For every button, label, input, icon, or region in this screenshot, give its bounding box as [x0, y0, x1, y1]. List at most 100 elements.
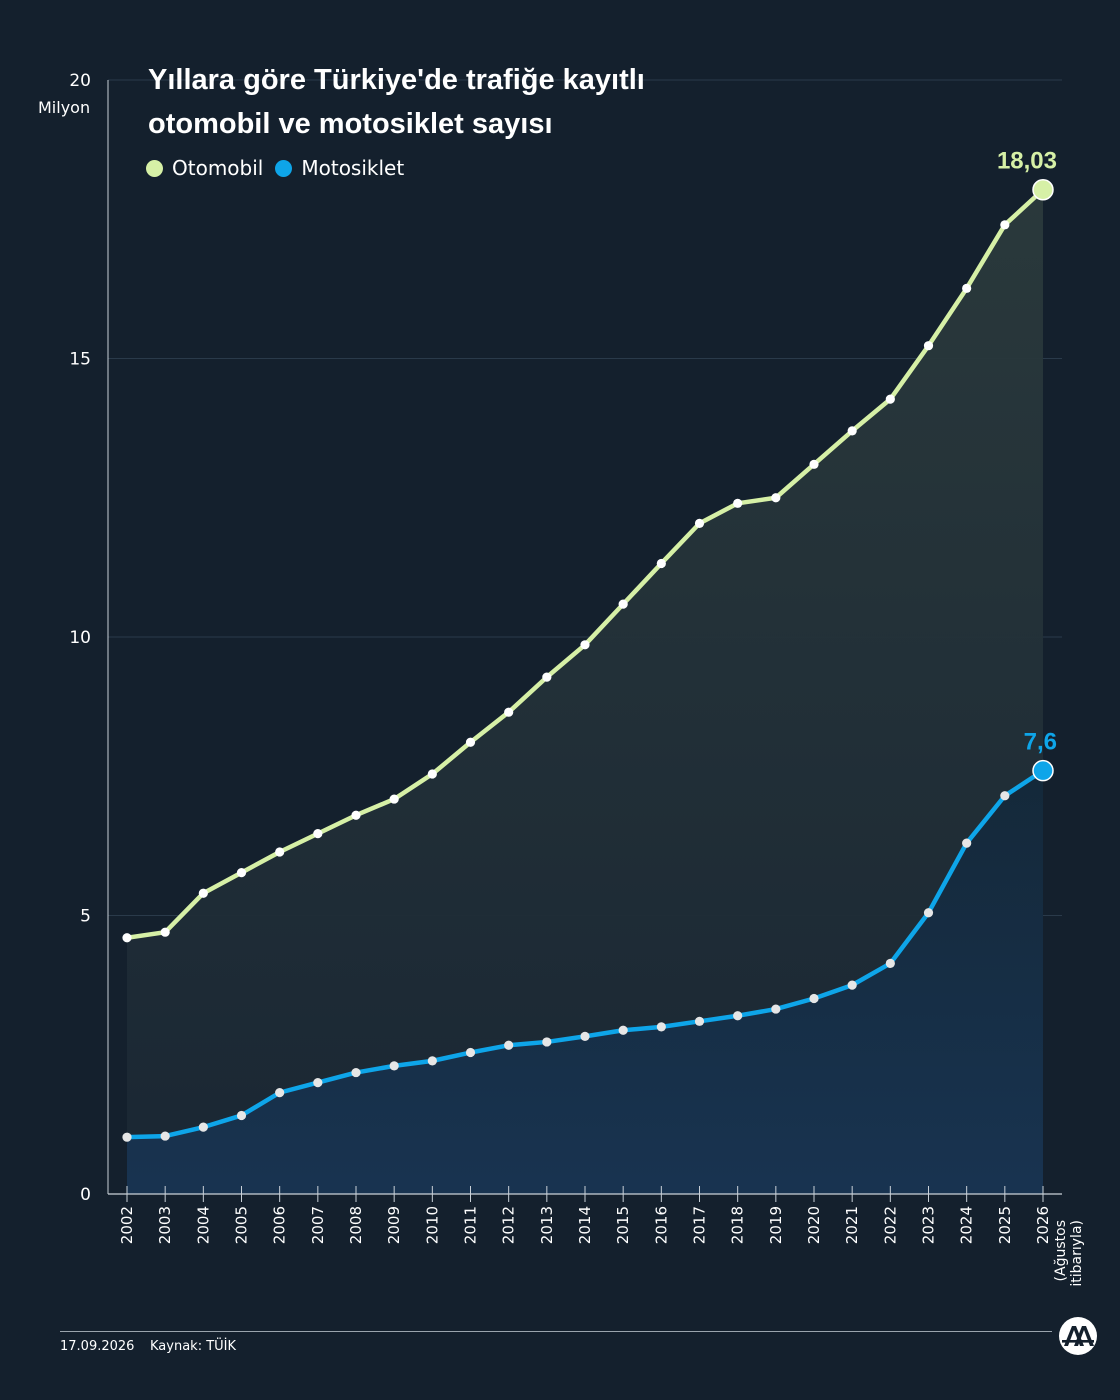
legend-item-otomobil: Otomobil	[146, 156, 263, 180]
x-tick-label-2014: 2014	[576, 1206, 594, 1244]
x-tick-label-2012: 2012	[500, 1206, 518, 1244]
x-tick-label-2003: 2003	[156, 1206, 174, 1244]
point-otomobil-2022	[885, 394, 895, 404]
x-tick-label-2016: 2016	[652, 1206, 670, 1244]
x-tick-label-2007: 2007	[309, 1206, 327, 1244]
x-tick-label-2009: 2009	[385, 1206, 403, 1244]
data-points	[122, 178, 1054, 1142]
point-motosiklet-2021	[847, 980, 857, 990]
x-tick-label-2005: 2005	[233, 1206, 251, 1244]
point-otomobil-2012	[504, 707, 514, 717]
x-tick-label-2021: 2021	[843, 1206, 861, 1244]
point-otomobil-2015	[618, 599, 628, 609]
y-tick-label-0: 0	[80, 1185, 91, 1205]
x-tick-label-2023: 2023	[920, 1206, 938, 1244]
x-tick-note-line-1: (Ağustos	[1053, 1220, 1069, 1281]
point-otomobil-2017	[694, 518, 705, 528]
labels: 0 5 10 15 20 2002 2003 2004 2005 2006 2007 2008 2009…	[69, 71, 1085, 1287]
point-otomobil-2020	[809, 459, 819, 469]
legend-label-motosiklet: Motosiklet	[301, 156, 405, 180]
footer-source: Kaynak: TÜİK	[150, 1339, 237, 1354]
footer-divider	[60, 1331, 1052, 1332]
point-motosiklet-2022	[885, 958, 895, 969]
point-otomobil-2004	[198, 888, 208, 898]
legend: Otomobil Motosiklet	[146, 156, 404, 180]
point-motosiklet-2006	[275, 1088, 285, 1098]
point-motosiklet-2023	[923, 908, 934, 918]
y-axis-unit-label: Milyon	[38, 98, 91, 117]
point-otomobil-2018	[733, 498, 743, 508]
y-tick-label-20: 20	[69, 71, 91, 91]
point-motosiklet-2024	[962, 838, 972, 848]
y-tick-label-15: 15	[69, 350, 91, 370]
point-motosiklet-2002	[122, 1132, 132, 1142]
y-tick-label-10: 10	[69, 628, 91, 648]
point-motosiklet-2020	[809, 993, 819, 1004]
point-motosiklet-2015	[618, 1025, 628, 1035]
point-otomobil-2019	[771, 493, 781, 503]
point-otomobil-2013	[542, 672, 552, 682]
x-tick-label-2010: 2010	[423, 1206, 441, 1244]
point-motosiklet-2004	[198, 1122, 208, 1132]
x-tick-label-2018: 2018	[729, 1206, 747, 1244]
chart-title-line-2: otomobil ve motosiklet sayısı	[148, 108, 553, 140]
x-tick-label-2008: 2008	[347, 1206, 365, 1244]
point-motosiklet-2014	[580, 1031, 590, 1041]
point-otomobil-2007	[313, 829, 323, 839]
point-motosiklet-2007	[313, 1078, 323, 1088]
point-motosiklet-2026	[1032, 759, 1054, 782]
point-motosiklet-2016	[656, 1022, 666, 1032]
point-otomobil-2021	[847, 426, 857, 436]
end-label-otomobil: 18,03	[997, 148, 1057, 175]
x-tick-label-2026: 2026	[1034, 1206, 1052, 1244]
point-otomobil-2026	[1032, 178, 1054, 201]
point-motosiklet-2008	[351, 1067, 361, 1078]
legend-swatch-motosiklet	[275, 159, 293, 177]
footer-date: 17.09.2026	[60, 1339, 135, 1354]
point-motosiklet-2005	[236, 1110, 247, 1121]
x-tick-note-line-2: itibarıyla)	[1069, 1220, 1085, 1287]
x-tick-label-2025: 2025	[996, 1206, 1014, 1244]
x-tick-label-2011: 2011	[462, 1206, 480, 1244]
area-otomobil	[127, 189, 1043, 1194]
point-motosiklet-2003	[160, 1131, 170, 1141]
x-tick-label-2024: 2024	[958, 1206, 976, 1244]
point-otomobil-2016	[656, 558, 666, 569]
point-otomobil-2023	[923, 341, 934, 351]
x-tick-label-2019: 2019	[767, 1206, 785, 1244]
point-motosiklet-2009	[389, 1061, 399, 1071]
x-tick-label-2013: 2013	[538, 1206, 556, 1244]
x-tick-label-2022: 2022	[881, 1206, 899, 1244]
x-tick-label-2004: 2004	[194, 1206, 212, 1244]
point-otomobil-2025	[1000, 220, 1010, 230]
point-motosiklet-2012	[504, 1040, 514, 1050]
axes	[107, 80, 1062, 1202]
x-tick-label-2015: 2015	[614, 1206, 632, 1244]
point-otomobil-2005	[236, 868, 247, 878]
x-tick-label-2002: 2002	[118, 1206, 136, 1244]
point-otomobil-2009	[389, 794, 399, 804]
point-motosiklet-2018	[733, 1011, 743, 1021]
point-motosiklet-2019	[771, 1004, 781, 1014]
legend-item-motosiklet: Motosiklet	[275, 156, 404, 180]
chart-title: Yıllara göre Türkiye'de trafiğe kayıtlı …	[148, 58, 848, 146]
x-tick-label-2006: 2006	[271, 1206, 289, 1244]
y-tick-label-5: 5	[80, 907, 91, 927]
aa-logo-icon	[1059, 1317, 1097, 1355]
point-otomobil-2014	[580, 640, 590, 650]
point-otomobil-2002	[122, 933, 132, 943]
point-otomobil-2008	[351, 810, 361, 820]
point-motosiklet-2011	[465, 1047, 476, 1058]
end-label-motosiklet: 7,6	[1024, 729, 1057, 756]
area-motosiklet	[127, 770, 1043, 1194]
point-motosiklet-2013	[542, 1037, 552, 1047]
point-otomobil-2006	[275, 847, 285, 857]
point-motosiklet-2025	[1000, 791, 1010, 801]
legend-label-otomobil: Otomobil	[172, 156, 264, 180]
point-motosiklet-2010	[427, 1056, 437, 1066]
point-otomobil-2011	[465, 737, 476, 747]
legend-swatch-otomobil	[146, 159, 163, 177]
chart-title-line-1: Yıllara göre Türkiye'de trafiğe kayıtlı	[148, 64, 645, 96]
area-fills	[127, 189, 1043, 1194]
